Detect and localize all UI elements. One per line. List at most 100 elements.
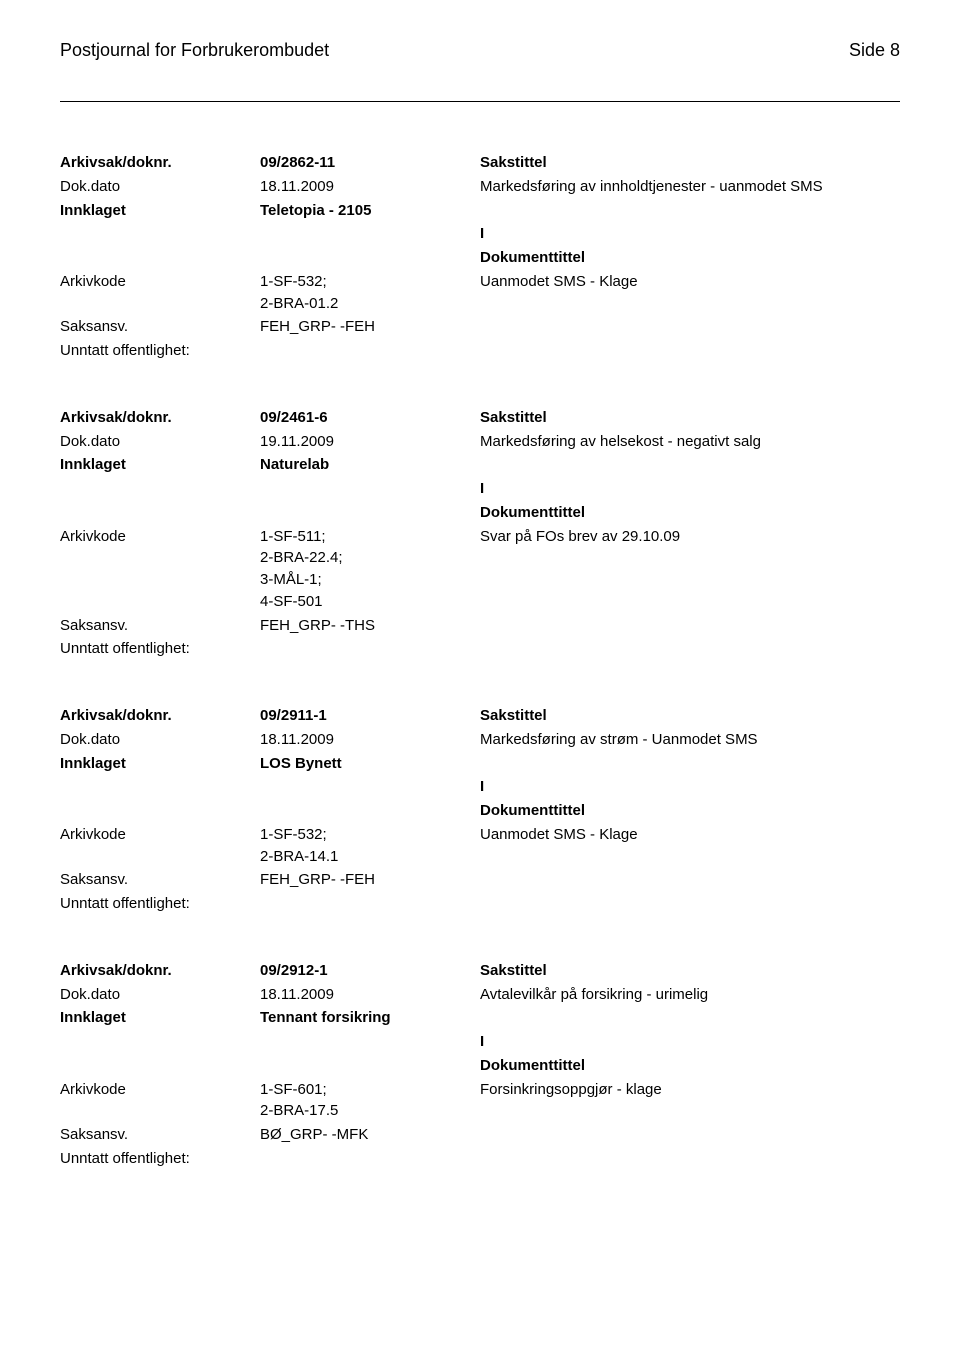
record-row: Arkivsak/doknr. 09/2911-1 Sakstittel [60,705,900,727]
spacer [60,223,260,245]
saksansv-label: Saksansv. [60,615,260,637]
arkivsak-value: 09/2912-1 [260,960,480,982]
innklaget-value: LOS Bynett [260,753,480,775]
sakstittel-value: Markedsføring av strøm - Uanmodet SMS [480,729,900,751]
saksansv-label: Saksansv. [60,1124,260,1146]
header-rule [60,101,900,102]
record-row: Unntatt offentlighet: [60,638,900,660]
innklaget-value: Tennant forsikring [260,1007,480,1029]
record-row: Saksansv. FEH_GRP- -THS [60,615,900,637]
arkivsak-label: Arkivsak/doknr. [60,407,260,429]
spacer [480,869,900,891]
spacer [260,223,480,245]
record-row: Dokumenttittel [60,800,900,822]
arkivkode-label: Arkivkode [60,526,260,613]
spacer [480,316,900,338]
record-row: Arkivkode 1-SF-601; 2-BRA-17.5 Forsinkri… [60,1079,900,1123]
innklaget-value: Naturelab [260,454,480,476]
innklaget-label: Innklaget [60,454,260,476]
arkivkode-label: Arkivkode [60,271,260,315]
record-row: I [60,1031,900,1053]
record-row: Dok.dato 18.11.2009 Markedsføring av inn… [60,176,900,198]
unntatt-label: Unntatt offentlighet: [60,340,260,362]
record-row: Dok.dato 19.11.2009 Markedsføring av hel… [60,431,900,453]
innklaget-value: Teletopia - 2105 [260,200,480,222]
arkivsak-label: Arkivsak/doknr. [60,705,260,727]
arkivsak-value: 09/2461-6 [260,407,480,429]
journal-title: Postjournal for Forbrukerombudet [60,40,329,61]
sakstittel-label: Sakstittel [480,407,900,429]
spacer [260,247,480,269]
innklaget-label: Innklaget [60,1007,260,1029]
record-row: I [60,478,900,500]
page-number: Side 8 [849,40,900,61]
spacer [480,615,900,637]
record-row: Arkivsak/doknr. 09/2912-1 Sakstittel [60,960,900,982]
spacer [260,893,480,915]
innklaget-label: Innklaget [60,200,260,222]
arkivsak-label: Arkivsak/doknr. [60,152,260,174]
spacer [480,340,900,362]
records-container: Arkivsak/doknr. 09/2862-11 Sakstittel Do… [60,152,900,1170]
spacer [260,1031,480,1053]
spacer [480,200,900,222]
spacer [60,478,260,500]
record-row: Unntatt offentlighet: [60,1148,900,1170]
spacer [260,502,480,524]
saksansv-value: FEH_GRP- -FEH [260,869,480,891]
record-row: Saksansv. FEH_GRP- -FEH [60,869,900,891]
dokdato-label: Dok.dato [60,431,260,453]
spacer [480,1124,900,1146]
record-row: Innklaget Naturelab [60,454,900,476]
journal-record: Arkivsak/doknr. 09/2911-1 Sakstittel Dok… [60,705,900,915]
saksansv-value: FEH_GRP- -THS [260,615,480,637]
dokdato-value: 19.11.2009 [260,431,480,453]
record-row: Saksansv. BØ_GRP- -MFK [60,1124,900,1146]
dokumenttittel-value: Uanmodet SMS - Klage [480,824,900,868]
i-label: I [480,478,900,500]
sakstittel-label: Sakstittel [480,960,900,982]
dokdato-value: 18.11.2009 [260,984,480,1006]
record-row: Dokumenttittel [60,1055,900,1077]
arkivkode-value: 1-SF-532; 2-BRA-01.2 [260,271,480,315]
dokumenttittel-value: Svar på FOs brev av 29.10.09 [480,526,900,613]
arkivkode-value: 1-SF-532; 2-BRA-14.1 [260,824,480,868]
record-row: Arkivkode 1-SF-532; 2-BRA-14.1 Uanmodet … [60,824,900,868]
spacer [60,776,260,798]
spacer [60,247,260,269]
journal-record: Arkivsak/doknr. 09/2461-6 Sakstittel Dok… [60,407,900,660]
unntatt-label: Unntatt offentlighet: [60,1148,260,1170]
record-row: Unntatt offentlighet: [60,893,900,915]
unntatt-label: Unntatt offentlighet: [60,638,260,660]
record-row: I [60,223,900,245]
sakstittel-value: Avtalevilkår på forsikring - urimelig [480,984,900,1006]
record-row: Innklaget Teletopia - 2105 [60,200,900,222]
page-header: Postjournal for Forbrukerombudet Side 8 [60,40,900,61]
spacer [260,800,480,822]
spacer [60,1055,260,1077]
record-row: Innklaget Tennant forsikring [60,1007,900,1029]
spacer [480,638,900,660]
innklaget-label: Innklaget [60,753,260,775]
record-row: Dokumenttittel [60,247,900,269]
spacer [260,1055,480,1077]
arkivsak-label: Arkivsak/doknr. [60,960,260,982]
i-label: I [480,1031,900,1053]
spacer [60,800,260,822]
record-row: Dok.dato 18.11.2009 Avtalevilkår på fors… [60,984,900,1006]
dokumenttittel-value: Uanmodet SMS - Klage [480,271,900,315]
spacer [480,1148,900,1170]
record-row: Arkivkode 1-SF-532; 2-BRA-01.2 Uanmodet … [60,271,900,315]
arkivkode-label: Arkivkode [60,1079,260,1123]
spacer [260,1148,480,1170]
journal-record: Arkivsak/doknr. 09/2862-11 Sakstittel Do… [60,152,900,362]
arkivkode-value: 1-SF-601; 2-BRA-17.5 [260,1079,480,1123]
dokdato-label: Dok.dato [60,984,260,1006]
saksansv-value: FEH_GRP- -FEH [260,316,480,338]
dokumenttittel-label: Dokumenttittel [480,502,900,524]
sakstittel-label: Sakstittel [480,152,900,174]
record-row: Unntatt offentlighet: [60,340,900,362]
arkivkode-value: 1-SF-511; 2-BRA-22.4; 3-MÅL-1; 4-SF-501 [260,526,480,613]
record-row: Arkivsak/doknr. 09/2461-6 Sakstittel [60,407,900,429]
record-row: Dokumenttittel [60,502,900,524]
